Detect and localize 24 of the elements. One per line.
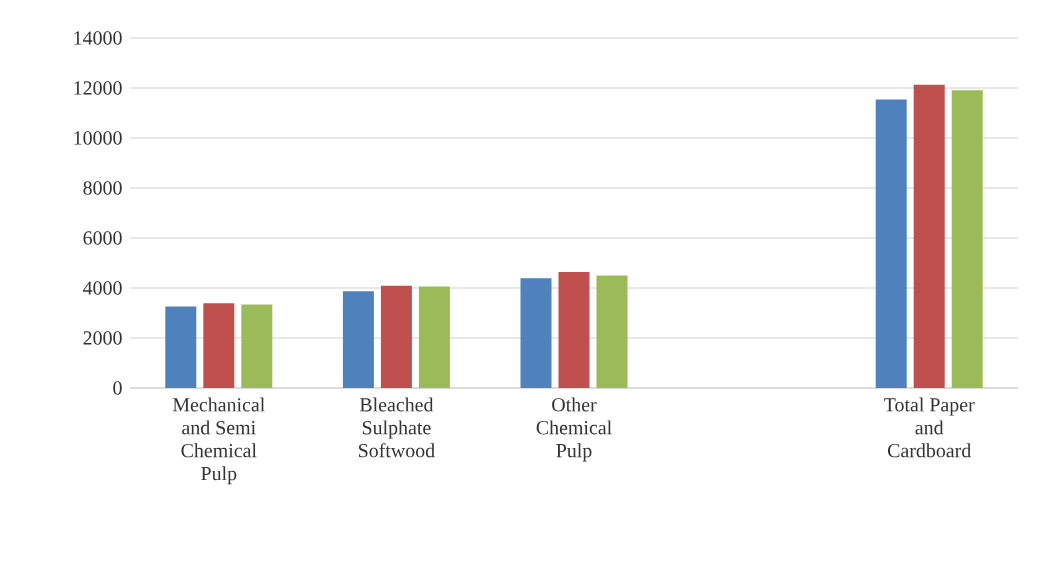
y-tick-label: 6000 — [83, 231, 122, 245]
bar — [913, 84, 945, 388]
y-tick-label: 2000 — [83, 331, 122, 345]
y-tick-label: 12000 — [74, 81, 122, 95]
x-tick-label: Bleached Sulphate Softwood — [358, 397, 435, 458]
bar — [342, 291, 374, 388]
x-tick-label: Other Chemical Pulp — [536, 397, 612, 462]
bar — [596, 275, 628, 388]
bar — [558, 271, 590, 388]
bar — [203, 303, 235, 388]
bar — [951, 90, 983, 388]
bar — [380, 285, 412, 388]
bar — [875, 99, 907, 388]
y-tick-label: 10000 — [74, 131, 122, 145]
y-tick-label: 14000 — [74, 31, 122, 45]
y-tick-label: 8000 — [83, 181, 122, 195]
x-tick-label: Total Paper and Cardboard — [884, 397, 975, 458]
y-tick-label: 4000 — [83, 281, 122, 295]
x-tick-label: Mechanical and Semi Chemical Pulp — [172, 397, 265, 485]
bar — [241, 304, 273, 388]
y-tick-label: 0 — [113, 381, 122, 395]
bar — [520, 278, 552, 388]
bar — [418, 286, 450, 388]
bar — [165, 306, 197, 388]
